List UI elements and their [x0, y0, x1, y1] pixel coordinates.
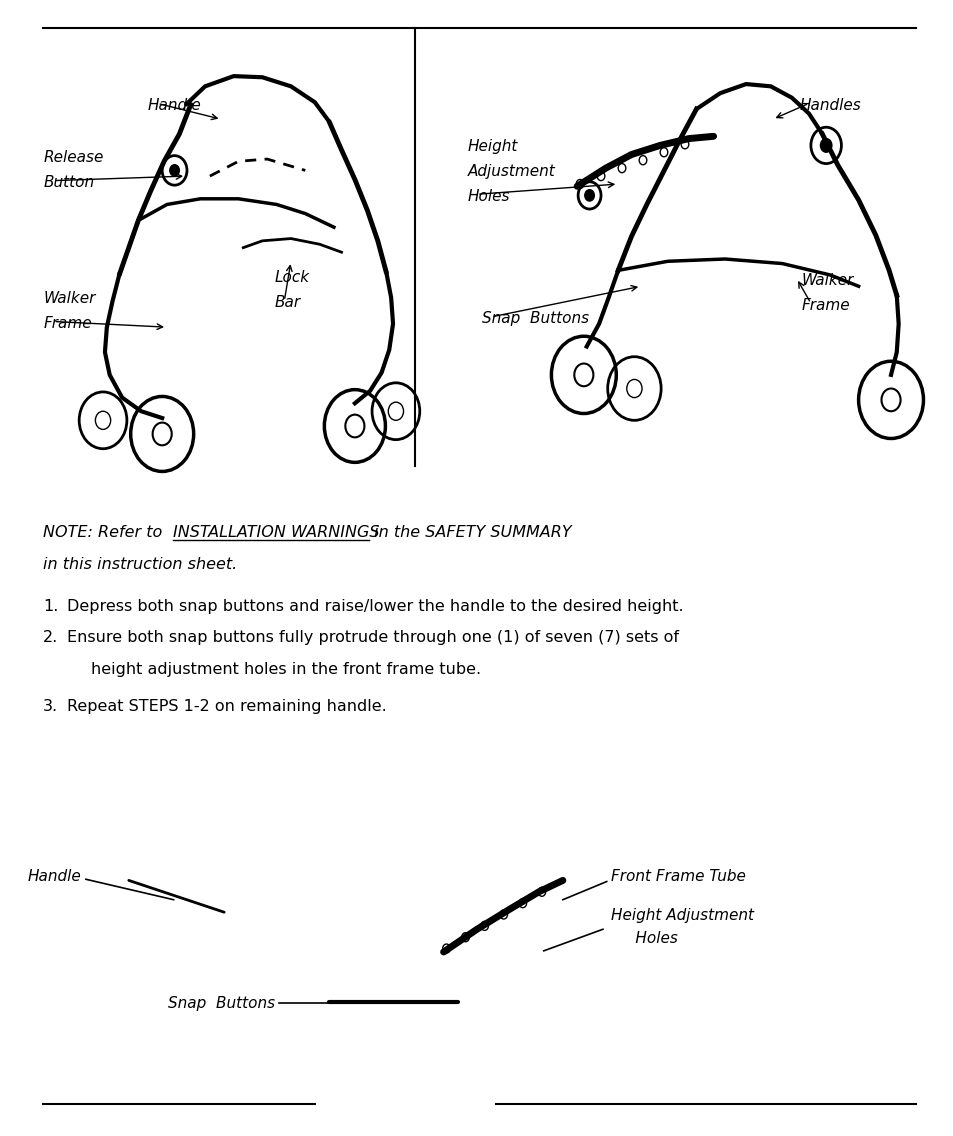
Text: 2.: 2.: [43, 630, 58, 645]
Text: Bar: Bar: [274, 295, 300, 310]
Text: Snap  Buttons: Snap Buttons: [168, 995, 274, 1011]
Circle shape: [480, 921, 488, 930]
Text: Height Adjustment: Height Adjustment: [610, 908, 753, 924]
Text: Handles: Handles: [799, 98, 861, 112]
Text: Depress both snap buttons and raise/lower the handle to the desired height.: Depress both snap buttons and raise/lowe…: [67, 599, 682, 613]
Circle shape: [442, 944, 450, 953]
Circle shape: [499, 910, 507, 919]
Text: Holes: Holes: [467, 189, 510, 203]
Text: Snap  Buttons: Snap Buttons: [481, 311, 588, 326]
Text: Repeat STEPS 1-2 on remaining handle.: Repeat STEPS 1-2 on remaining handle.: [67, 699, 386, 713]
Text: Frame: Frame: [801, 298, 849, 312]
Text: Button: Button: [44, 175, 95, 190]
Text: NOTE: Refer to: NOTE: Refer to: [43, 525, 167, 540]
Text: Holes: Holes: [610, 930, 677, 946]
Text: height adjustment holes in the front frame tube.: height adjustment holes in the front fra…: [91, 662, 480, 677]
Text: Height: Height: [467, 139, 517, 153]
Text: Walker: Walker: [44, 291, 96, 306]
Circle shape: [170, 165, 179, 176]
Circle shape: [576, 179, 583, 189]
Circle shape: [659, 148, 667, 157]
Circle shape: [680, 140, 688, 149]
Circle shape: [618, 164, 625, 173]
Text: 3.: 3.: [43, 699, 58, 713]
Text: Walker: Walker: [801, 273, 853, 287]
Text: Ensure both snap buttons fully protrude through one (1) of seven (7) sets of: Ensure both snap buttons fully protrude …: [67, 630, 679, 645]
Text: Handle: Handle: [28, 869, 81, 885]
Text: Frame: Frame: [44, 316, 92, 331]
Text: Handle: Handle: [148, 98, 201, 112]
Text: Release: Release: [44, 150, 104, 165]
Text: 1.: 1.: [43, 599, 58, 613]
Text: Front Frame Tube: Front Frame Tube: [610, 869, 744, 885]
Circle shape: [461, 933, 469, 942]
Circle shape: [597, 172, 604, 181]
Text: in the SAFETY SUMMARY: in the SAFETY SUMMARY: [369, 525, 571, 540]
Text: INSTALLATION WARNINGS: INSTALLATION WARNINGS: [172, 525, 378, 540]
Circle shape: [820, 139, 831, 152]
Circle shape: [518, 899, 526, 908]
Circle shape: [584, 190, 594, 201]
Text: Adjustment: Adjustment: [467, 164, 555, 178]
Text: Lock: Lock: [274, 270, 310, 285]
Text: in this instruction sheet.: in this instruction sheet.: [43, 557, 237, 571]
Circle shape: [537, 887, 545, 896]
Circle shape: [639, 156, 646, 165]
